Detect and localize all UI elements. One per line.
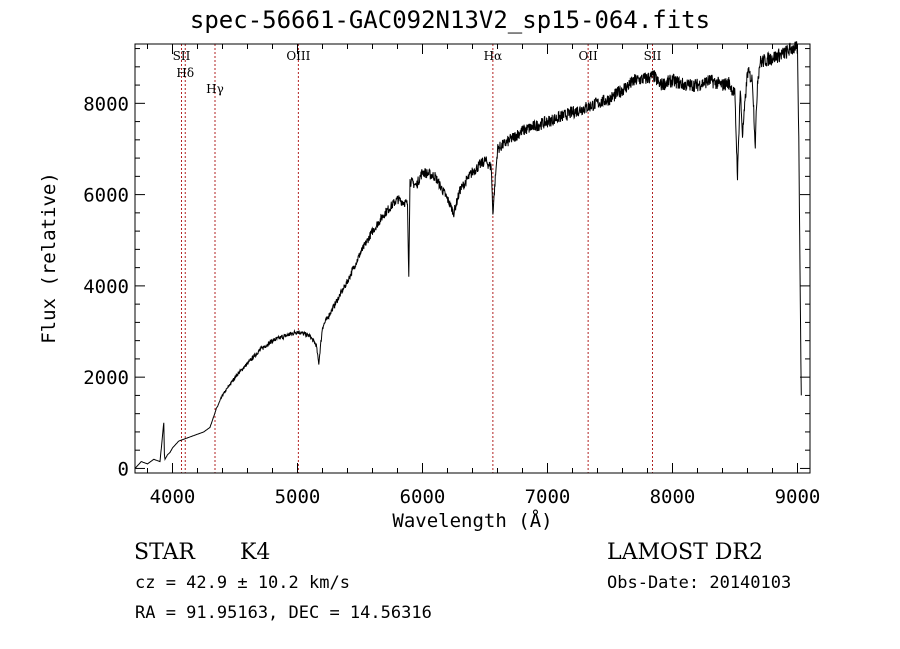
x-tick-label: 6000 [400,486,446,508]
x-tick-label: 5000 [275,486,321,508]
x-tick-label: 8000 [650,486,696,508]
x-tick-label: 7000 [525,486,571,508]
coordinates: RA = 91.95163, DEC = 14.56316 [135,603,432,623]
line-marker-label: OII [578,49,598,63]
observation-date: Obs-Date: 20140103 [607,573,792,593]
object-class: STAR [134,540,195,565]
line-marker-label: Hγ [206,82,224,96]
y-tick-label: 0 [118,458,129,480]
y-tick-label: 6000 [83,185,129,207]
y-tick-label: 8000 [83,93,129,115]
y-axis-label: Flux (relative) [38,172,60,344]
object-subclass: K4 [240,540,271,565]
line-marker-label: SII [644,49,662,63]
redshift-velocity: cz = 42.9 ± 10.2 km/s [135,573,350,593]
line-marker-label: OIII [286,49,310,63]
spectrum-series-0 [134,41,802,469]
line-marker-label: Hα [484,49,503,63]
x-tick-label: 4000 [150,486,196,508]
y-tick-label: 2000 [83,367,129,389]
x-axis-label: Wavelength (Å) [392,510,553,532]
survey-name: LAMOST DR2 [607,540,763,565]
plot-frame [134,43,811,474]
chart-title: spec-56661-GAC092N13V2_sp15-064.fits [189,6,711,34]
line-marker-label: SII [173,49,191,63]
line-marker-label: Hδ [176,66,194,80]
y-tick-label: 4000 [83,276,129,298]
x-tick-label: 9000 [775,486,821,508]
